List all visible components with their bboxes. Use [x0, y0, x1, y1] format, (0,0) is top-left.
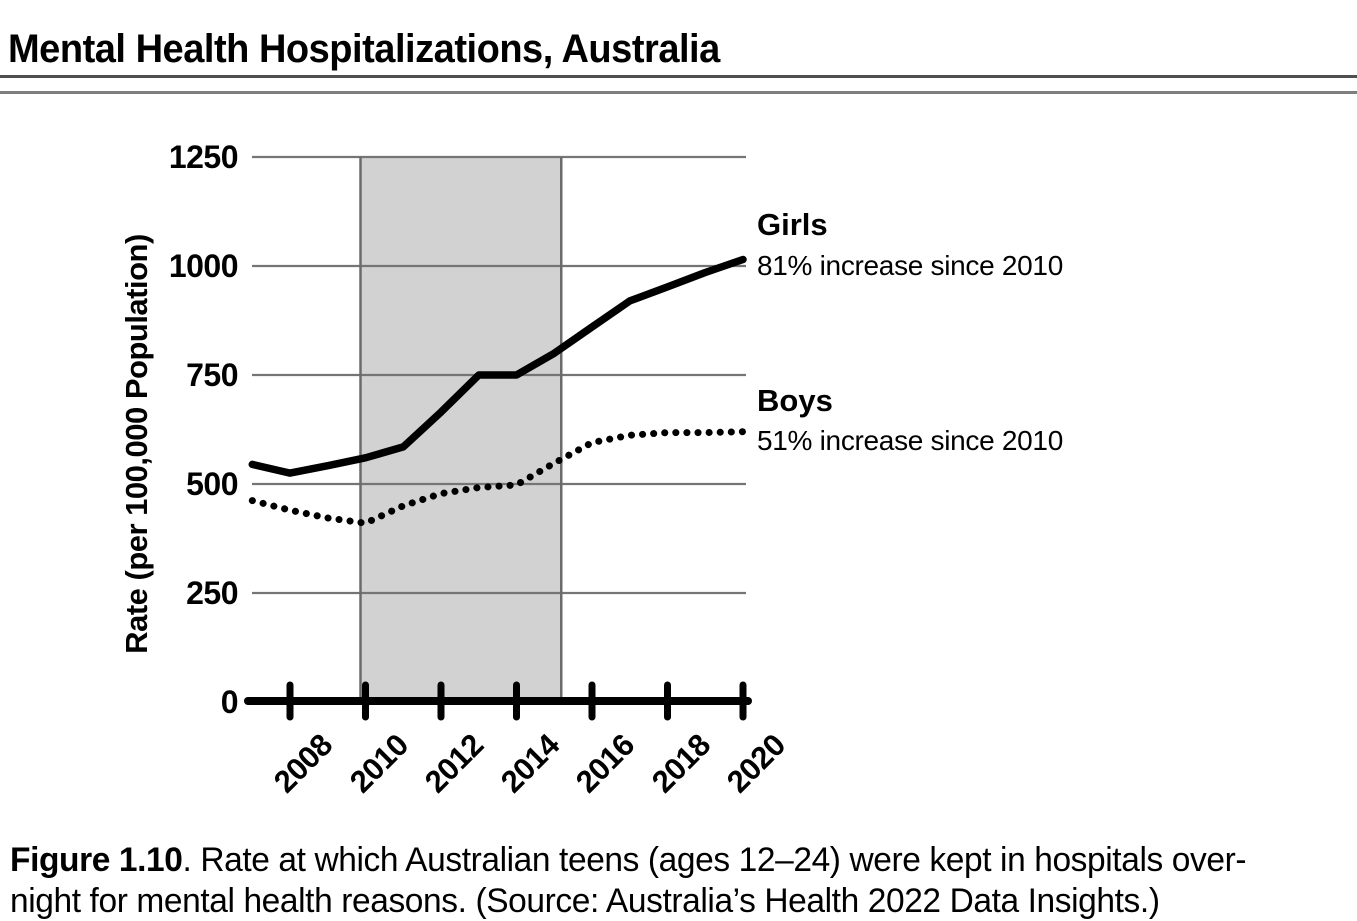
y-tick-label-1250: 1250 — [168, 139, 239, 175]
title-rule-bottom — [0, 91, 1357, 94]
x-axis-ticks — [286, 681, 747, 721]
shaded-region — [360, 157, 562, 702]
caption-line-2: night for mental health reasons. (Source… — [10, 882, 1160, 920]
title-rule-top — [0, 75, 1357, 78]
girls-line — [248, 255, 747, 477]
caption-line-1-text: . Rate at which Australian teens (ages 1… — [182, 841, 1247, 879]
y-tick-label-750: 750 — [186, 357, 238, 393]
y-tick-label-0: 0 — [220, 684, 239, 720]
boys-series-label: Boys — [757, 383, 833, 418]
boys-series-subtext: 51% increase since 2010 — [757, 425, 1063, 456]
girls-series-label: Girls — [757, 207, 828, 242]
y-tick-label-500: 500 — [186, 466, 238, 502]
y-tick-label-250: 250 — [186, 575, 238, 611]
y-tick-label-1000: 1000 — [168, 248, 239, 284]
page-title: Mental Health Hospitalizations, Australi… — [8, 26, 720, 71]
boys-line — [248, 428, 747, 527]
figure-number-label: Figure 1.10 — [10, 841, 183, 879]
figure-caption: Figure 1.10. Rate at which Australian te… — [10, 840, 1335, 921]
caption-line-1: Figure 1.10. Rate at which Australian te… — [10, 840, 1335, 881]
girls-series-subtext: 81% increase since 2010 — [757, 250, 1063, 281]
